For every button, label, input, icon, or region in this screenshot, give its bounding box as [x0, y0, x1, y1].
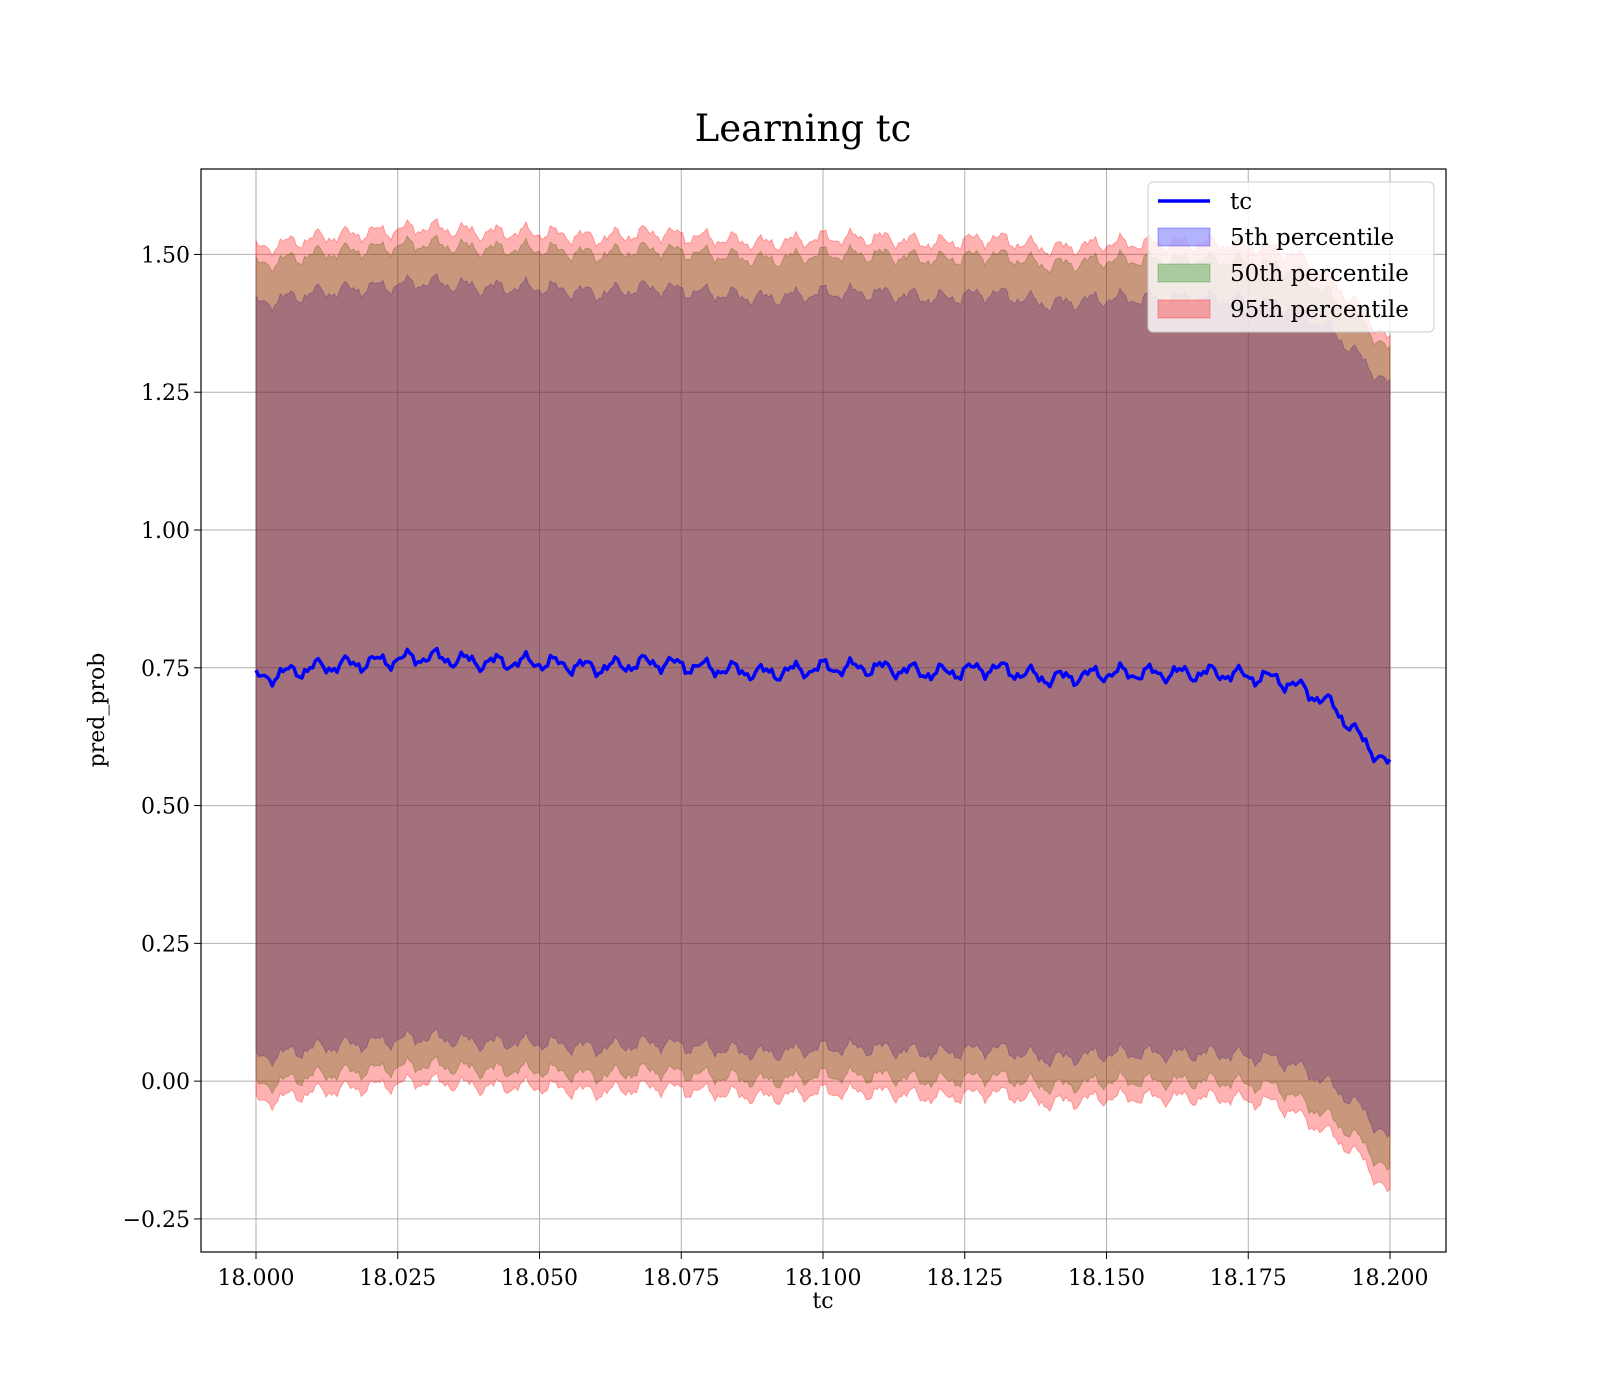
x-tick-label: 18.050 — [501, 1266, 578, 1291]
grid — [201, 169, 1446, 1252]
legend: tc 5th percentile 50th percentile 95th perc… — [1147, 181, 1435, 333]
legend-swatch-patch — [1157, 263, 1211, 283]
legend-label: tc — [1230, 189, 1252, 215]
y-axis-label: pred_prob — [85, 653, 110, 768]
x-tick-label: 18.100 — [785, 1266, 862, 1291]
x-tick-label: 18.025 — [359, 1266, 436, 1291]
x-tick-label: 18.200 — [1352, 1266, 1429, 1291]
y-tick-label: 1.50 — [141, 243, 190, 268]
percentile-bands — [255, 217, 1391, 1193]
legend-label: 5th percentile — [1230, 225, 1394, 251]
y-tick-label: 0.25 — [141, 932, 190, 957]
y-axis-ticks: −0.25 0.00 0.25 0.50 0.75 1.00 1.25 1.50 — [123, 243, 201, 1233]
band-5th-percentile — [255, 272, 1391, 1138]
legend-label: 50th percentile — [1230, 261, 1409, 287]
x-tick-label: 18.150 — [1068, 1266, 1145, 1291]
legend-swatch-patch — [1157, 299, 1211, 319]
legend-label: 95th percentile — [1230, 297, 1409, 323]
x-axis-ticks: 18.000 18.025 18.050 18.075 18.100 18.125 18.1… — [218, 1252, 1429, 1291]
x-tick-label: 18.000 — [218, 1266, 295, 1291]
chart-title: Learning tc — [695, 107, 912, 150]
y-tick-label: 0.75 — [141, 657, 190, 682]
y-tick-label: −0.25 — [123, 1208, 190, 1233]
band-95th-percentile — [255, 217, 1391, 1193]
x-tick-label: 18.075 — [643, 1266, 720, 1291]
x-tick-label: 18.125 — [926, 1266, 1003, 1291]
y-tick-label: 1.25 — [141, 381, 190, 406]
legend-box — [1147, 181, 1435, 333]
legend-swatch-patch — [1157, 227, 1211, 247]
y-tick-label: 0.00 — [141, 1070, 190, 1095]
series-lines — [254, 646, 1392, 765]
y-tick-label: 0.50 — [141, 795, 190, 820]
band-50th-percentile — [255, 234, 1391, 1172]
series-line-tc — [254, 646, 1392, 765]
x-axis-label: tc — [812, 1289, 833, 1314]
y-tick-label: 1.00 — [141, 519, 190, 544]
x-tick-label: 18.175 — [1210, 1266, 1287, 1291]
